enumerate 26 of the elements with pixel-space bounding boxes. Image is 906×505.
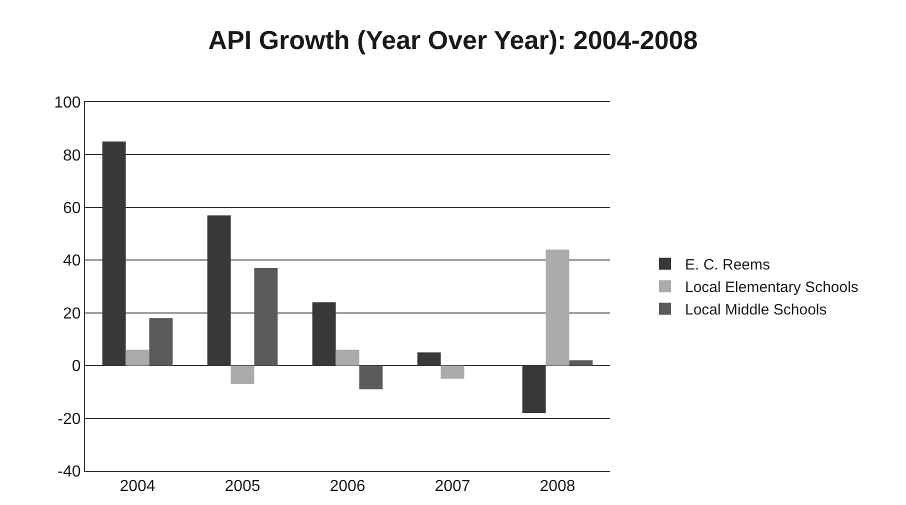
bar	[440, 366, 464, 379]
y-tick-label: 60	[63, 200, 81, 218]
bar	[359, 366, 383, 390]
y-tick-label: 20	[63, 305, 81, 322]
x-tick-label: 2008	[540, 478, 576, 496]
bar	[569, 360, 593, 366]
y-tick-label: -20	[58, 410, 81, 428]
bar	[546, 250, 570, 366]
y-tick-label: 40	[63, 252, 81, 270]
bar	[230, 366, 254, 384]
y-tick-label: -40	[58, 464, 81, 481]
legend-label: Local Middle Schools	[685, 302, 827, 319]
x-tick-label: 2004	[120, 478, 156, 496]
legend-label: E. C. Reems	[685, 256, 770, 274]
x-tick-label: 2007	[434, 478, 470, 496]
bar	[149, 318, 173, 366]
legend-label: Local Elementary Schools	[685, 279, 858, 296]
bar	[336, 350, 360, 366]
x-tick-label: 2005	[224, 478, 260, 496]
chart-title: API Growth (Year Over Year): 2004-2008	[208, 25, 698, 56]
y-tick-label: 100	[54, 94, 81, 112]
bar	[254, 268, 278, 366]
y-tick-label: 80	[63, 147, 81, 164]
bar	[126, 350, 150, 366]
x-tick-label: 2006	[330, 478, 366, 496]
y-tick-label: 0	[72, 358, 81, 376]
